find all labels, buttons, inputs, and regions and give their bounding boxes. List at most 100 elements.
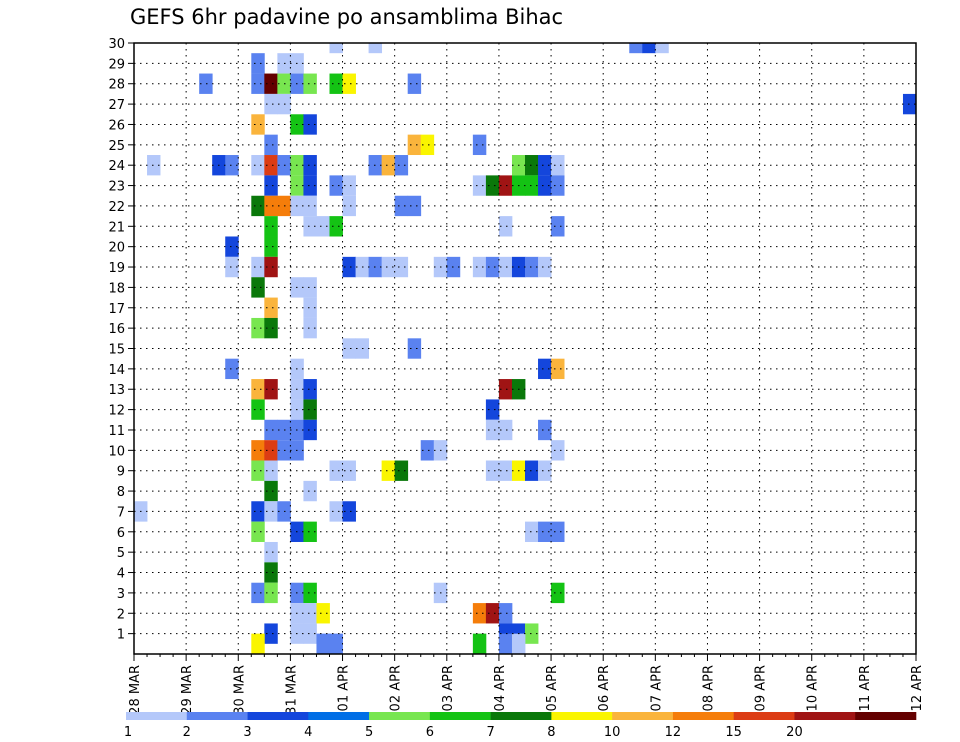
heat-cell [264,155,278,176]
heat-cell [551,358,565,380]
y-tick-label: 3 [117,587,125,602]
heat-cell [225,236,239,257]
heat-cell [420,440,435,461]
heat-cell [485,175,500,196]
heat-cell [329,73,343,94]
heat-cell [472,175,487,196]
colorbar-label: 12 [665,725,682,740]
heat-cell [264,501,278,522]
heat-cell [551,175,565,196]
heat-cell [264,317,278,339]
heat-cell [629,43,643,54]
heat-cell [407,134,422,156]
y-tick-label: 12 [108,404,125,419]
heat-cell [303,521,317,542]
heat-cell [329,43,343,54]
x-tick-label: 12 APR [910,665,925,711]
heat-cell [498,216,513,237]
heat-cell [498,419,513,441]
y-tick-label: 10 [108,444,125,459]
x-tick-label: 11 APR [858,665,873,711]
colorbar-swatch [672,712,734,720]
colorbar-label: 15 [725,725,742,740]
heat-cell [251,399,265,420]
heat-cell [264,562,278,583]
heat-cell [525,256,539,278]
heat-cell [485,399,500,420]
heat-cell [264,419,278,441]
heat-cell [251,521,265,542]
heat-cell [485,603,500,624]
colorbar-swatch [429,712,491,720]
heat-cell [329,633,343,654]
heat-cell [251,73,265,94]
heat-cell [342,501,356,522]
heat-cell [264,541,278,563]
heat-cell [199,73,213,94]
heat-cell [251,155,265,176]
colorbar-label: 20 [786,725,803,740]
heat-cell [225,155,239,176]
heat-cell [538,175,552,196]
heat-cell [303,195,317,217]
x-tick-label: 31 MAR [284,665,299,715]
y-tick-label: 13 [108,383,125,398]
heat-cell [525,460,539,481]
heat-cell [329,175,343,196]
heat-cell [316,633,330,654]
heat-cell [538,358,552,380]
heat-cell [264,480,278,502]
x-tick-label: 09 APR [754,665,769,711]
heat-cell [251,195,265,217]
x-tick-label: 01 APR [337,665,352,711]
heat-cell [251,379,265,400]
heat-cell [525,521,539,542]
heat-cell [381,155,396,176]
y-tick-label: 18 [108,281,125,296]
y-tick-label: 21 [108,220,125,235]
heat-cell [472,134,487,156]
heat-cell [251,633,265,654]
heat-cell [264,73,278,94]
colorbar-swatch [551,712,613,720]
heat-cell [329,460,343,481]
y-tick-label: 2 [117,607,125,622]
y-tick-label: 23 [108,180,125,195]
heat-cell [498,460,513,481]
heat-cell [342,338,356,359]
heat-cell [251,256,265,278]
heat-cell [538,460,552,481]
heat-cell [264,623,278,644]
x-tick-label: 30 MAR [232,665,247,715]
x-tick-label: 05 APR [545,665,560,711]
heat-cell [498,633,513,654]
heat-cell [342,175,356,196]
heat-cell [251,53,265,74]
heat-cell [251,114,265,135]
heat-cell [264,582,278,604]
heat-cell [407,338,422,359]
y-tick-label: 15 [108,343,125,358]
y-tick-label: 5 [117,546,125,561]
colorbar-swatch [186,712,248,720]
heat-cell [264,236,278,257]
y-tick-label: 24 [108,159,125,174]
y-tick-label: 28 [108,78,125,93]
y-tick-label: 27 [108,98,125,113]
x-tick-label: 10 APR [806,665,821,711]
heat-cell [407,195,422,217]
heat-cell [264,216,278,237]
y-tick-label: 16 [108,322,125,337]
heat-cell [264,175,278,196]
heat-cell [303,379,317,400]
colorbar-swatch [247,712,309,720]
x-tick-label: 03 APR [441,665,456,711]
heat-cell [251,440,265,461]
x-tick-label: 28 MAR [128,665,143,715]
heat-cell [642,43,656,54]
heat-cell [303,73,317,94]
heat-cell [264,93,278,115]
colorbar-swatch [308,712,370,720]
heat-cell [264,460,278,481]
x-tick-label: 08 APR [701,665,716,711]
